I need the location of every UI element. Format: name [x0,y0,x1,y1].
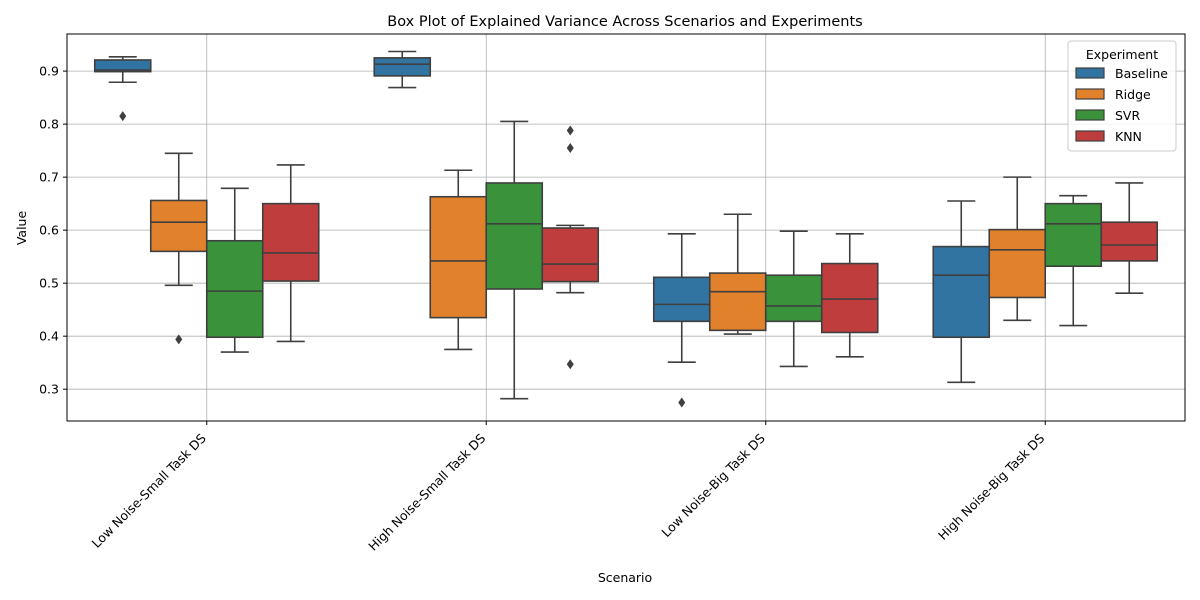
y-tick-label: 0.9 [39,64,59,79]
box-knn-0 [261,164,320,343]
box-knn-1 [541,125,600,370]
box-body [261,202,320,282]
legend-label-ridge: Ridge [1115,87,1151,102]
plot-frame [66,33,1186,422]
box-body [373,57,432,77]
box-ridge-1 [429,169,488,351]
legend-swatch-baseline [1075,67,1105,79]
box-baseline-0 [93,55,152,122]
legend-swatch-knn [1075,130,1105,142]
box-knn-3 [1100,182,1159,295]
box-body [205,239,264,339]
box-body [820,262,879,334]
box-groups [93,50,1159,408]
box-body [541,227,600,283]
box-svr-2 [764,230,823,368]
box-ridge-2 [708,213,767,335]
box-svr-1 [485,120,544,400]
outlier-point [566,125,574,136]
chart-title: Box Plot of Explained Variance Across Sc… [387,14,862,30]
outlier-point [175,334,183,345]
box-baseline-3 [932,200,991,384]
box-body [149,199,208,253]
legend: Experiment Baseline Ridge SVR KNN [1067,40,1177,152]
outlier-point [566,142,574,153]
box-baseline-1 [373,50,432,89]
y-tick-label: 0.3 [39,382,59,397]
x-tick-label: Low Noise-Big Task DS [658,430,768,540]
x-tick-label: High Noise-Small Task DS [365,430,488,553]
y-axis-label: Value [14,211,29,246]
box-svr-0 [205,187,264,353]
box-ridge-3 [988,176,1047,322]
box-knn-2 [820,233,879,358]
box-body [1044,202,1103,267]
box-body [988,228,1047,299]
outlier-point [119,111,127,122]
box-body [93,59,152,73]
y-tick-label: 0.5 [39,276,59,291]
box-body [429,195,488,319]
box-body [764,274,823,323]
x-tick-label: Low Noise-Small Task DS [89,430,209,550]
box-body [652,276,711,323]
box-baseline-2 [652,233,711,408]
box-body [708,272,767,332]
legend-swatch-svr [1075,109,1105,121]
x-axis-label: Scenario [598,570,652,585]
y-tick-label: 0.7 [39,170,59,185]
y-tick-label: 0.4 [39,329,59,344]
x-tick-label: High Noise-Big Task DS [935,430,1047,542]
axis-ticks: 0.3 0.4 0.5 0.6 0.7 0.8 0.9 Low Noise-Small Tas… [39,64,1047,554]
y-tick-label: 0.8 [39,117,59,132]
box-ridge-0 [149,152,208,345]
legend-label-baseline: Baseline [1115,66,1168,81]
outlier-point [566,359,574,370]
y-tick-label: 0.6 [39,223,59,238]
legend-title: Experiment [1086,47,1158,62]
legend-label-knn: KNN [1115,129,1142,144]
box-svr-3 [1044,194,1103,327]
box-body [1100,221,1159,262]
legend-label-svr: SVR [1115,108,1140,123]
outlier-point [678,397,686,408]
box-body [485,182,544,290]
legend-swatch-ridge [1075,88,1105,100]
box-body [932,245,991,339]
